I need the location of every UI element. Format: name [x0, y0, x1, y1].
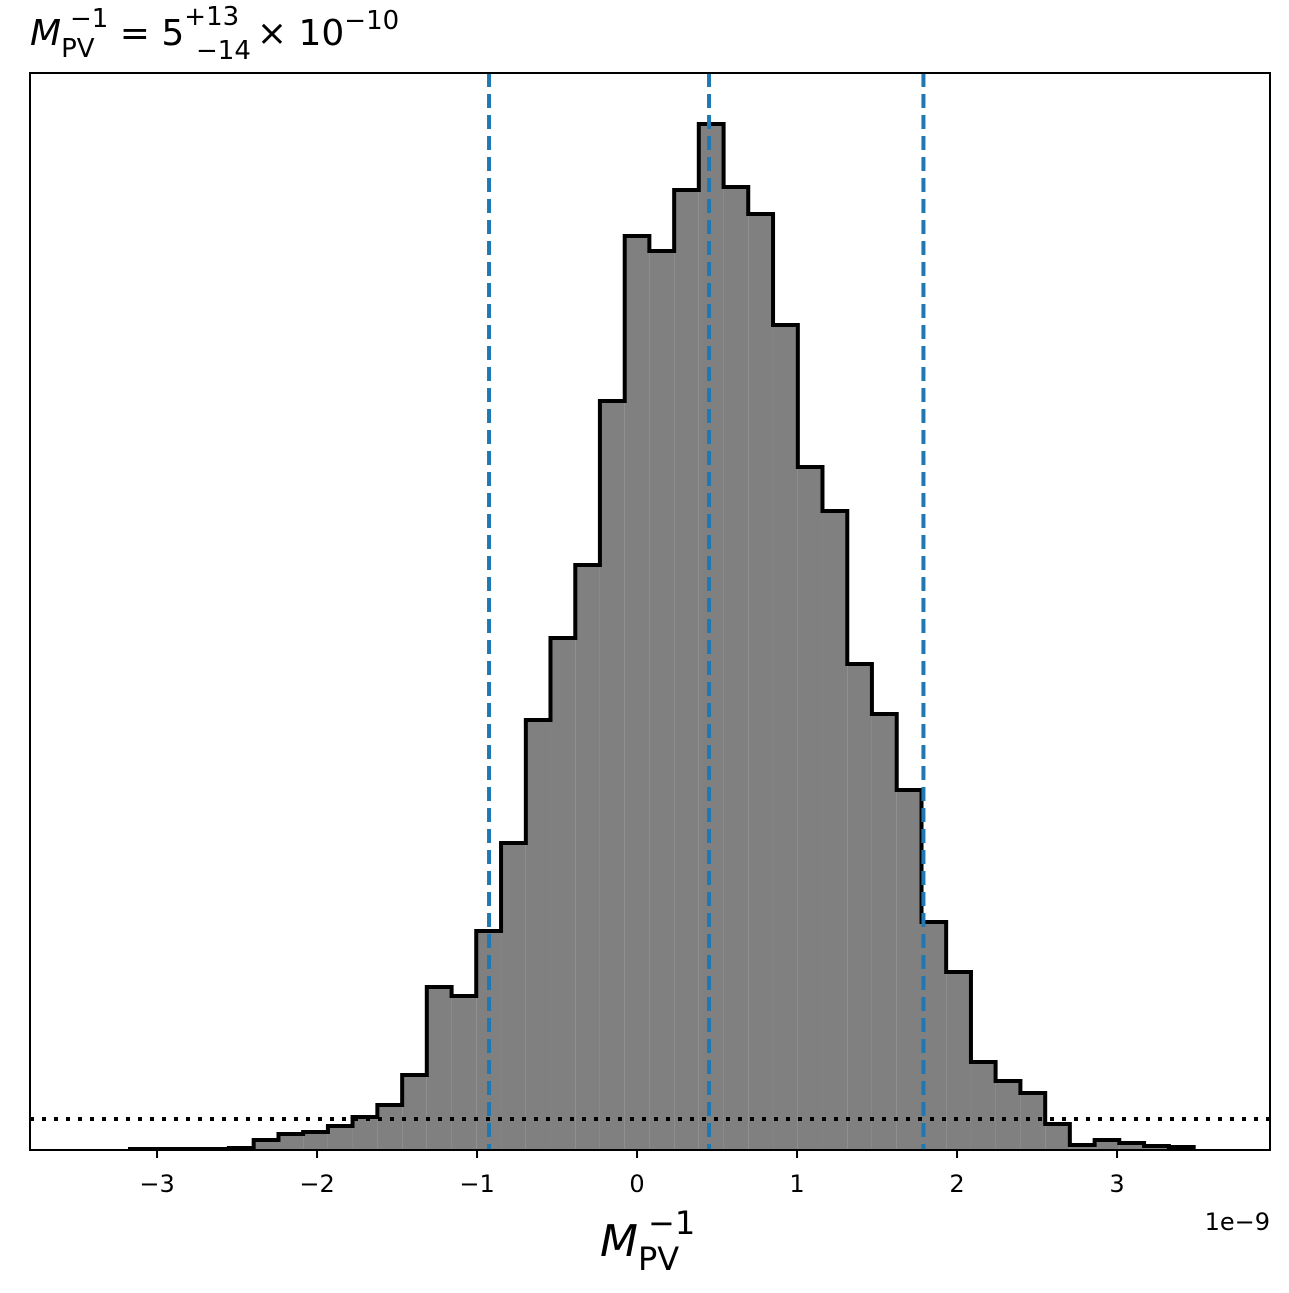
title-symbol: M — [30, 13, 61, 54]
bar — [377, 1105, 403, 1150]
bar — [748, 214, 774, 1150]
title-times: × 10 — [257, 13, 344, 54]
x-tick-label: −1 — [459, 1170, 494, 1198]
bar — [723, 187, 749, 1150]
bar — [426, 987, 452, 1150]
bar — [253, 1140, 279, 1150]
bar — [1094, 1140, 1120, 1150]
bar — [871, 714, 897, 1150]
bar — [501, 843, 526, 1150]
histogram-outline — [128, 122, 1196, 1151]
bar — [921, 922, 947, 1150]
title-exp: −10 — [344, 6, 399, 36]
bar — [327, 1126, 353, 1150]
bar — [352, 1117, 378, 1150]
bar — [303, 1132, 328, 1150]
x-tick-label: 0 — [629, 1170, 644, 1198]
bar — [451, 996, 477, 1150]
bar — [525, 720, 551, 1150]
x-label-sub: PV — [638, 1240, 679, 1278]
bar — [1045, 1124, 1070, 1150]
x-tick-label: 3 — [1109, 1170, 1124, 1198]
bar — [649, 251, 675, 1150]
bar — [1119, 1143, 1145, 1150]
x-tick-label: 1 — [789, 1170, 804, 1198]
title-upper: +13 — [184, 2, 239, 32]
title-equals: = 5 — [108, 13, 184, 54]
bar — [624, 236, 650, 1150]
x-offset-label: 1e−9 — [1205, 1208, 1270, 1236]
bar — [773, 325, 798, 1150]
title-lower: −14 — [196, 36, 251, 66]
title-sub: PV — [61, 34, 95, 64]
x-axis-label: MPV−1 — [600, 1204, 695, 1278]
x-label-sup: −1 — [648, 1204, 695, 1242]
bar — [822, 511, 848, 1150]
bar — [946, 972, 971, 1150]
bar — [1020, 1093, 1046, 1150]
chart-title: MPV−1 = 5+13 −14 × 10−10 — [30, 2, 399, 66]
bar — [970, 1062, 996, 1150]
bar — [674, 190, 699, 1150]
title-sup: −1 — [70, 4, 108, 34]
x-label-symbol: M — [600, 1216, 638, 1267]
bar — [599, 401, 625, 1150]
bar — [896, 790, 922, 1150]
bar — [402, 1075, 427, 1150]
bar — [575, 565, 600, 1150]
bar — [698, 124, 724, 1150]
x-tick-label: −3 — [139, 1170, 174, 1198]
bar — [278, 1134, 304, 1150]
bar — [550, 638, 576, 1150]
bar — [797, 467, 823, 1150]
x-tick-label: −2 — [299, 1170, 334, 1198]
bar — [847, 664, 872, 1150]
bar — [995, 1081, 1021, 1150]
bar — [1069, 1145, 1095, 1150]
plot-frame — [29, 72, 1271, 1151]
x-tick-label: 2 — [949, 1170, 964, 1198]
